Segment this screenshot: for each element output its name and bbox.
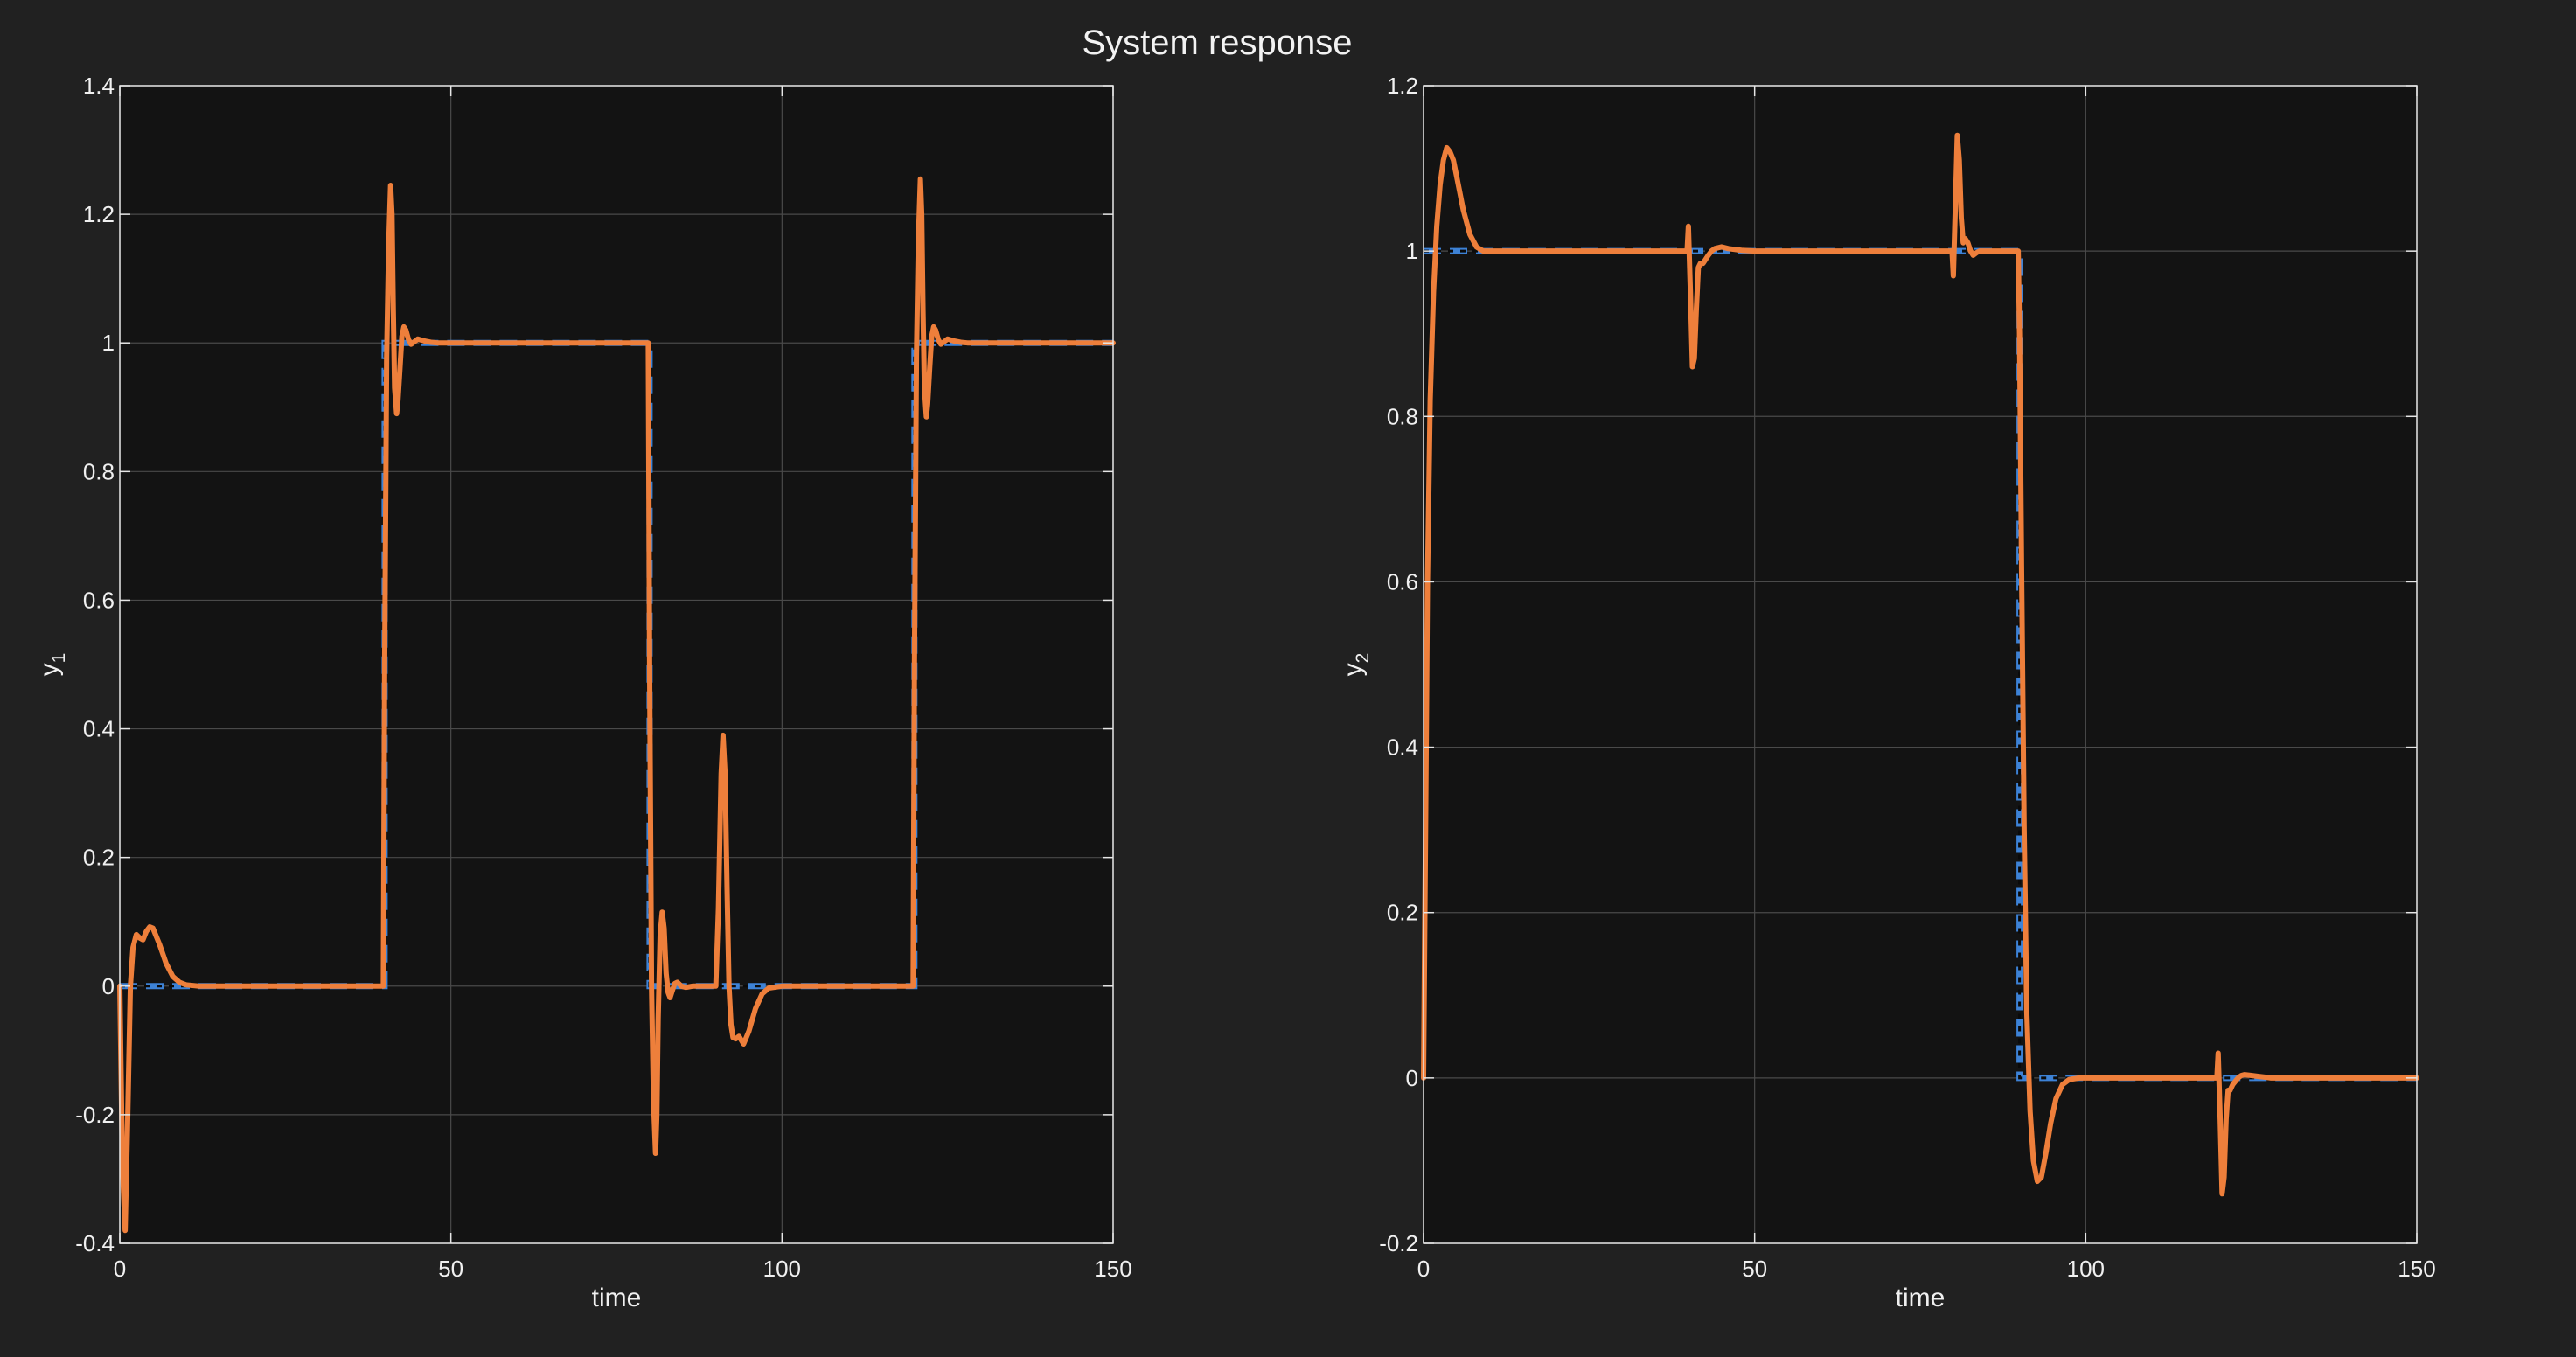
y-tick-label: 1.2	[83, 201, 115, 227]
y-tick-label: 0.4	[1387, 734, 1418, 761]
x-tick-label: 50	[1742, 1256, 1767, 1282]
y-axis-label: y2	[1339, 653, 1373, 677]
x-tick-label: 150	[1094, 1256, 1131, 1282]
y-axis-label-main: y	[35, 663, 64, 676]
y-tick-label: 0.6	[83, 587, 115, 613]
axes-frame	[1423, 85, 2418, 1244]
x-tick-label: 100	[2067, 1256, 2105, 1282]
subplot-y1: 0 50 100 150 -0.4 -0.2 0 0.2 0.4 0.6 0.8 1 1.2 1.4 ti…	[35, 73, 1132, 1312]
y-axis-label-main: y	[1339, 663, 1368, 676]
x-tick-label: 0	[114, 1256, 126, 1282]
series-group	[1421, 132, 2419, 1197]
y-tick-label: -0.4	[75, 1230, 115, 1256]
axes-frame	[119, 85, 1114, 1244]
y-axis-label-subscript: 1	[49, 653, 69, 664]
x-tick-label: 100	[763, 1256, 801, 1282]
y-tick-label: 1	[102, 330, 115, 356]
y-tick-label: 1.4	[83, 73, 115, 99]
y-tick-label: 0.2	[1387, 900, 1418, 926]
y-tick-label: 0	[1406, 1065, 1418, 1091]
y-tick-label: 0.4	[83, 716, 115, 742]
output-line	[1421, 132, 2419, 1197]
output-line	[117, 176, 1116, 1234]
y-tick-label: 1	[1406, 238, 1418, 264]
x-tick-label: 0	[1417, 1256, 1430, 1282]
series-group	[117, 176, 1116, 1234]
x-axis-label: time	[1896, 1284, 1946, 1312]
x-tick-label: 150	[2398, 1256, 2435, 1282]
y-tick-label: 0	[102, 973, 115, 999]
ticks: 0 50 100 150 -0.4 -0.2 0 0.2 0.4 0.6 0.8 1 1.2 1.4	[75, 73, 1132, 1282]
plot-area	[120, 86, 1113, 1243]
figure-title: System response	[1082, 24, 1352, 62]
y-tick-label: 0.8	[1387, 403, 1418, 429]
y-tick-label: 0.8	[83, 458, 115, 484]
y-tick-label: 0.6	[1387, 568, 1418, 595]
y-tick-label: 1.2	[1387, 73, 1418, 99]
y-axis-label-subscript: 2	[1353, 653, 1373, 664]
y-axis-label: y1	[35, 653, 69, 677]
plot-area	[1424, 86, 2417, 1243]
subplot-y2: 0 50 100 150-0.200.20.40.60.811.2 time y2	[1339, 73, 2436, 1312]
y-tick-label: -0.2	[1379, 1230, 1418, 1256]
ticks: 0 50 100 150-0.200.20.40.60.811.2	[1379, 73, 2436, 1282]
reference-dashdot-overlay	[1424, 249, 2417, 1080]
x-tick-label: 50	[438, 1256, 463, 1282]
y-tick-label: 0.2	[83, 845, 115, 871]
x-axis-label: time	[592, 1284, 642, 1312]
y-tick-label: -0.2	[75, 1102, 115, 1128]
